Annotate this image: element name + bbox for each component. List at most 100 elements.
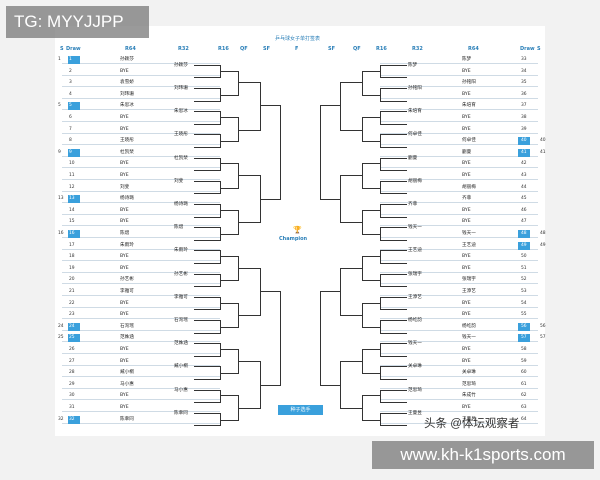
draw-number: 57	[521, 335, 527, 341]
r64-player: BYE	[120, 312, 129, 318]
bracket-line	[194, 204, 221, 218]
r64-player: 李雅可	[120, 289, 134, 294]
header-right-0: SF	[328, 46, 336, 52]
r32-player: 孙铭阳	[408, 86, 422, 91]
row-line	[62, 97, 220, 99]
bracket-line	[238, 267, 261, 317]
draw-number: 21	[69, 289, 75, 294]
r32-player: 孙艺彬	[174, 271, 188, 277]
bracket-line	[380, 227, 407, 241]
bracket-line	[380, 296, 407, 311]
r32-player: 朱培育	[408, 109, 422, 115]
row-line	[380, 213, 538, 215]
bracket-line	[220, 163, 239, 189]
r32-player: 陈熠	[174, 225, 184, 231]
row-line	[62, 109, 220, 111]
row-line	[380, 86, 538, 88]
r64-player: BYE	[462, 173, 471, 178]
seed-number: 57	[540, 335, 546, 341]
r64-player: BYE	[120, 265, 129, 271]
r32-player: 何卓佳	[408, 132, 422, 138]
draw-number: 50	[521, 254, 527, 260]
row-line	[380, 109, 538, 111]
header-left-0: S	[60, 46, 64, 52]
draw-number: 36	[521, 91, 527, 97]
header-right-4: R64	[468, 46, 479, 52]
draw-number: 43	[521, 173, 527, 178]
r32-player: 马小惠	[174, 387, 188, 393]
row-line	[380, 225, 538, 227]
draw-number: 32	[69, 416, 75, 422]
toutiao-watermark: 头条 @体坛观察者	[424, 418, 520, 430]
seed-box	[518, 148, 530, 157]
r64-player: 陈熠	[120, 231, 130, 236]
draw-number: 14	[69, 207, 75, 213]
r64-player: 王添艺	[462, 289, 476, 294]
bracket-line	[194, 250, 221, 264]
bracket-line	[380, 320, 407, 334]
draw-number: 20	[69, 277, 75, 283]
r64-player: 袁雪娇	[120, 80, 134, 86]
r64-player: BYE	[120, 161, 129, 167]
bracket-line	[320, 291, 341, 386]
row-line	[62, 376, 220, 378]
header-right-1: QF	[353, 46, 361, 52]
r64-player: 陈幸同	[120, 416, 134, 422]
bracket-line	[380, 273, 407, 288]
header-left-5: QF	[240, 46, 248, 52]
row-line	[62, 237, 220, 238]
seed-number: 32	[58, 416, 64, 422]
row-line	[380, 237, 538, 238]
r64-player: 何卓佳	[462, 138, 476, 144]
bracket-line	[340, 360, 363, 409]
row-line	[380, 144, 538, 146]
row-line	[380, 329, 538, 331]
draw-number: 58	[521, 347, 527, 352]
row-line	[62, 399, 220, 401]
row-line	[380, 376, 538, 378]
row-line	[380, 364, 538, 366]
row-line	[62, 155, 220, 157]
r64-player: 朱雨玲	[120, 242, 134, 248]
seed-box	[518, 334, 530, 343]
seed-box	[68, 415, 80, 424]
row-line	[62, 353, 220, 354]
r64-player: BYE	[120, 393, 129, 399]
bracket-line	[362, 349, 381, 375]
row-line	[62, 295, 220, 296]
draw-number: 46	[521, 207, 527, 213]
bracket-line	[340, 82, 363, 131]
seed-box	[68, 230, 80, 238]
draw-number: 60	[521, 370, 527, 376]
row-line	[62, 225, 220, 227]
row-line	[62, 329, 220, 331]
row-line	[380, 132, 538, 134]
draw-number: 19	[69, 265, 75, 271]
bracket-line	[194, 134, 221, 148]
draw-number: 29	[69, 381, 75, 387]
seed-number: 13	[58, 196, 64, 202]
r64-player: 刘斐	[120, 184, 130, 190]
bracket-line	[380, 64, 407, 79]
bracket-line	[260, 291, 281, 386]
draw-number: 51	[521, 265, 527, 271]
bracket-line	[194, 412, 221, 427]
draw-number: 61	[521, 381, 527, 387]
r32-player: 杨屹韵	[408, 318, 422, 323]
r32-player: 陈幸同	[174, 410, 188, 416]
draw-number: 1	[69, 57, 72, 62]
row-line	[62, 422, 220, 424]
r64-player: BYE	[120, 405, 129, 410]
seed-number: 1	[58, 57, 61, 62]
r64-player: BYE	[462, 405, 471, 410]
draw-number: 6	[69, 115, 72, 120]
r32-player: 杜凯琹	[174, 155, 188, 161]
site-url-overlay: www.kh-k1sports.com	[372, 441, 594, 469]
header-left-2: R64	[125, 46, 136, 52]
row-line	[380, 399, 538, 401]
r32-player: 刘斐	[174, 178, 184, 184]
r64-player: 钱天一	[462, 231, 476, 236]
r32-player: 关卓琳	[408, 364, 422, 370]
row-line	[380, 271, 538, 273]
r64-player: BYE	[462, 300, 471, 306]
